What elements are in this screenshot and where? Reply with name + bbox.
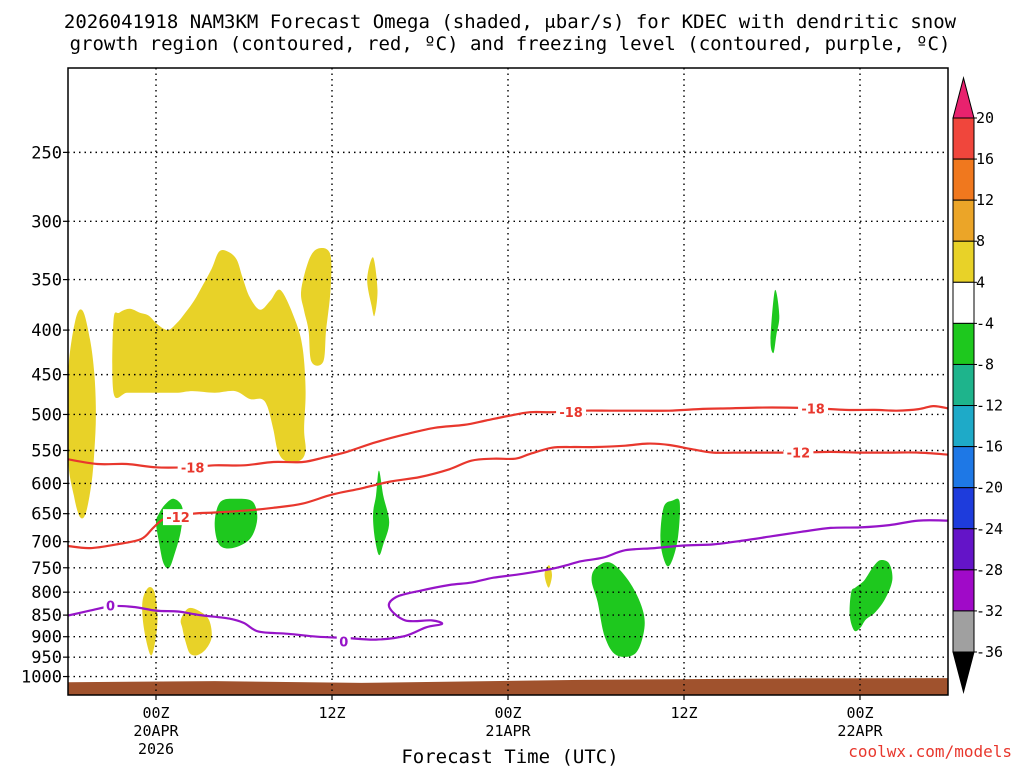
colorbar-box-4 bbox=[952, 240, 975, 283]
dgz-minus18-label-bg-1 bbox=[177, 459, 208, 476]
dgz-minus12-label-bg-2 bbox=[783, 444, 814, 461]
colorbar-label-10: -20 bbox=[976, 479, 1003, 497]
x-tick-date-6: 20APR bbox=[133, 722, 179, 740]
y-tick-label-250: 250 bbox=[31, 143, 62, 163]
y-tick-label-550: 550 bbox=[31, 442, 62, 462]
dgz-minus18-label-bg-3 bbox=[798, 400, 829, 417]
dgz-minus18-label-1: -18 bbox=[181, 461, 205, 476]
x-tick-year-6: 2026 bbox=[138, 740, 174, 758]
dgz-minus12-line bbox=[68, 442, 948, 550]
colorbar-label-9: -16 bbox=[976, 438, 1003, 456]
colorbar-box-6 bbox=[952, 322, 975, 365]
colorbar-box-1 bbox=[952, 117, 975, 160]
sinking-motion-area-3 bbox=[300, 247, 332, 366]
colorbar-box-13 bbox=[952, 610, 975, 653]
dgz-minus18-label-bg-2 bbox=[556, 404, 587, 421]
rising-motion-area-6 bbox=[770, 289, 780, 354]
colorbar-box-10 bbox=[952, 487, 975, 530]
rising-motion-area-5 bbox=[660, 498, 680, 567]
colorbar-label-1: 20 bbox=[976, 109, 994, 127]
freezing-level-label-bg-1 bbox=[103, 597, 118, 614]
x-tick-label-18: 12Z bbox=[318, 704, 345, 722]
colorbar-box-2 bbox=[952, 158, 975, 201]
dgz-minus18-label-2: -18 bbox=[559, 406, 583, 421]
grid bbox=[68, 68, 948, 695]
rising-motion-area-4 bbox=[591, 562, 645, 657]
ground-surface bbox=[68, 678, 948, 695]
y-tick-label-450: 450 bbox=[31, 366, 62, 386]
sinking-motion-area-5 bbox=[142, 587, 158, 656]
colorbar-box-7 bbox=[952, 363, 975, 407]
contour-labels: -18 -18 -18 -12 -12 0 0 bbox=[103, 400, 829, 651]
colorbar-label-14: -36 bbox=[976, 643, 1003, 661]
freezing-level-label-1: 0 bbox=[106, 600, 115, 615]
chart-title-line-2: growth region (contoured, red, ºC) and f… bbox=[70, 33, 951, 55]
y-tick-label-400: 400 bbox=[31, 321, 62, 341]
colorbar-box-3 bbox=[952, 199, 975, 242]
x-tick-label-30: 00Z bbox=[494, 704, 521, 722]
colorbar-top-triangle bbox=[952, 76, 975, 119]
sinking-motion-area-4 bbox=[367, 257, 378, 317]
sinking-motion-area-1 bbox=[68, 309, 96, 519]
y-tick-label-850: 850 bbox=[31, 606, 62, 626]
sinking-motion-area-6 bbox=[180, 607, 212, 656]
colorbar-label-5: 4 bbox=[976, 273, 985, 291]
dgz-minus18-line bbox=[68, 404, 948, 469]
sinking-motion-area-2 bbox=[112, 249, 306, 462]
colorbar-label-6: -4 bbox=[976, 314, 994, 332]
chart-title-line-1: 2026041918 NAM3KM Forecast Omega (shaded… bbox=[64, 11, 957, 33]
x-tick-label-54: 00Z bbox=[846, 704, 873, 722]
y-tick-label-650: 650 bbox=[31, 505, 62, 525]
colorbar-label-3: 12 bbox=[976, 191, 994, 209]
dgz-minus12-label-2: -12 bbox=[787, 447, 811, 462]
colorbar-box-11 bbox=[952, 528, 975, 571]
freezing-level-label-2: 0 bbox=[339, 636, 348, 651]
ground-layer bbox=[68, 678, 948, 695]
colorbar: 20 16 12 8 4 -4 -8 -12 -16 -20 -24 -28 -32 -36 bbox=[952, 76, 1003, 694]
y-tick-label-300: 300 bbox=[31, 212, 62, 232]
colorbar-label-8: -12 bbox=[976, 397, 1003, 415]
x-tick-date-30: 21APR bbox=[485, 722, 531, 740]
y-tick-label-950: 950 bbox=[31, 648, 62, 668]
colorbar-box-5 bbox=[952, 281, 975, 324]
y-tick-label-800: 800 bbox=[31, 583, 62, 603]
y-axis-ticks: 2503003504004505005506006507007508008509… bbox=[21, 143, 68, 688]
x-tick-date-54: 22APR bbox=[837, 722, 883, 740]
x-tick-label-6: 00Z bbox=[142, 704, 169, 722]
colorbar-box-8 bbox=[952, 405, 975, 448]
colorbar-label-13: -32 bbox=[976, 602, 1003, 620]
colorbar-label-12: -28 bbox=[976, 561, 1003, 579]
y-tick-label-350: 350 bbox=[31, 271, 62, 291]
credit-text: coolwx.com/models bbox=[848, 742, 1012, 761]
y-tick-label-750: 750 bbox=[31, 559, 62, 579]
dgz-minus18-label-3: -18 bbox=[801, 402, 825, 417]
colorbar-bottom-triangle bbox=[952, 651, 975, 694]
dgz-minus12-label-1: -12 bbox=[166, 511, 190, 526]
colorbar-box-9 bbox=[952, 446, 975, 489]
freezing-level-line bbox=[68, 519, 948, 641]
y-tick-label-900: 900 bbox=[31, 628, 62, 648]
dgz-minus12-label-bg-1 bbox=[163, 509, 193, 526]
colorbar-box-12 bbox=[952, 569, 975, 612]
y-tick-label-700: 700 bbox=[31, 533, 62, 553]
y-tick-label-1000: 1000 bbox=[21, 668, 62, 688]
colorbar-label-11: -24 bbox=[976, 520, 1003, 538]
colorbar-label-4: 8 bbox=[976, 232, 985, 250]
rising-motion-area-3 bbox=[373, 470, 390, 556]
colorbar-label-2: 16 bbox=[976, 150, 994, 168]
freezing-level-label-bg-2 bbox=[336, 633, 351, 650]
y-tick-label-600: 600 bbox=[31, 474, 62, 494]
colorbar-label-7: -8 bbox=[976, 355, 994, 373]
x-tick-label-42: 12Z bbox=[670, 704, 697, 722]
omega-shading bbox=[68, 247, 893, 657]
contour-lines bbox=[68, 404, 948, 641]
y-tick-label-500: 500 bbox=[31, 405, 62, 425]
rising-motion-area-7 bbox=[849, 559, 893, 632]
x-axis-label: Forecast Time (UTC) bbox=[401, 746, 618, 768]
